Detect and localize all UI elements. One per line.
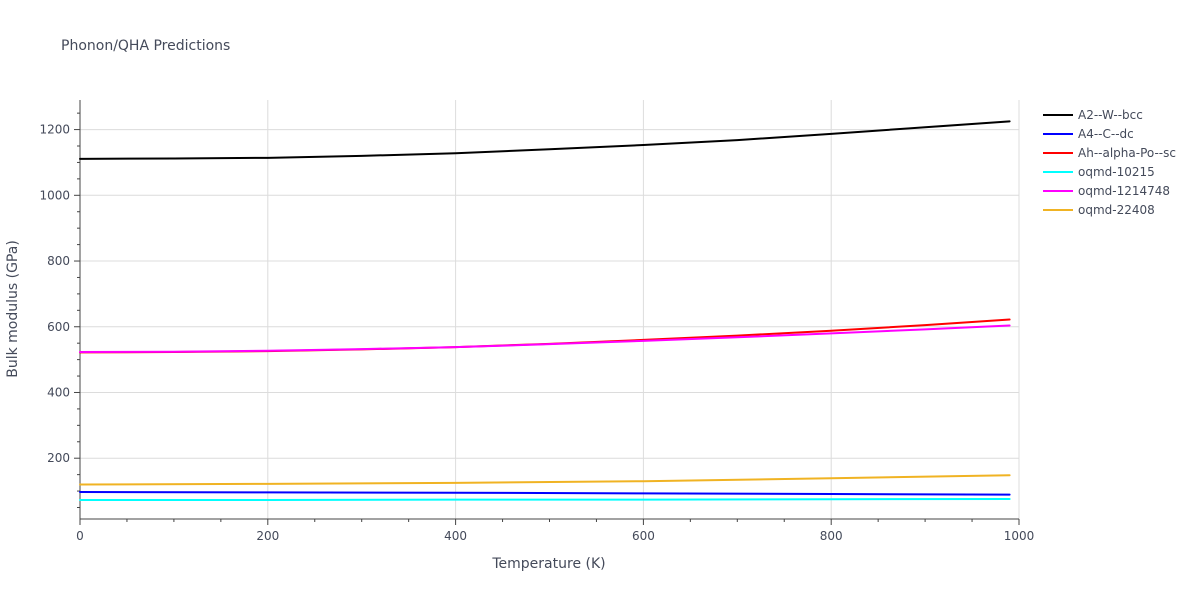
legend-label: oqmd-1214748 [1078,184,1170,198]
series-line-oqmd-22408[interactable] [79,474,1011,486]
grid-layer [80,100,1020,519]
legend-item[interactable]: oqmd-22408 [1043,203,1155,217]
legend-item[interactable]: A4--C--dc [1043,127,1134,141]
y-axis-title: Bulk modulus (GPa) [5,240,21,378]
series-line-oqmd-1214748[interactable] [79,324,1011,354]
chart-title: Phonon/QHA Predictions [61,38,230,54]
legend-item[interactable]: Ah--alpha-Po--sc [1043,146,1176,160]
series-line-a4-c-dc[interactable] [79,491,1011,496]
x-axis-title: Temperature (K) [491,556,605,572]
x-tick-label: 200 [256,529,279,543]
y-tick-label: 400 [47,385,70,399]
x-tick-label: 0 [76,529,84,543]
y-tick-label: 800 [47,254,70,268]
legend-label: oqmd-22408 [1078,203,1155,217]
legend-label: A4--C--dc [1078,127,1134,141]
legend-label: A2--W--bcc [1078,108,1143,122]
y-tick-label: 1200 [39,123,70,137]
series-line-a2-w-bcc[interactable] [79,120,1011,160]
legend-item[interactable]: oqmd-10215 [1043,165,1155,179]
x-tick-label: 400 [444,529,467,543]
axis-layer: 0 200 400 600 800 1000 200 400 600 800 1000 1200 [39,100,1034,543]
legend-item[interactable]: oqmd-1214748 [1043,184,1170,198]
x-tick-label: 600 [632,529,655,543]
series-line-oqmd-10215[interactable] [79,497,1011,501]
series-line-ah-alpha-po-sc[interactable] [79,318,1011,354]
series-layer [79,120,1011,501]
legend[interactable]: A2--W--bcc A4--C--dc Ah--alpha-Po--sc oqmd-… [1043,108,1176,217]
x-tick-label: 800 [820,529,843,543]
y-tick-label: 1000 [39,188,70,202]
legend-label: oqmd-10215 [1078,165,1155,179]
x-tick-label: 1000 [1004,529,1035,543]
y-tick-label: 600 [47,320,70,334]
y-tick-label: 200 [47,451,70,465]
legend-label: Ah--alpha-Po--sc [1078,146,1176,160]
legend-item[interactable]: A2--W--bcc [1043,108,1143,122]
